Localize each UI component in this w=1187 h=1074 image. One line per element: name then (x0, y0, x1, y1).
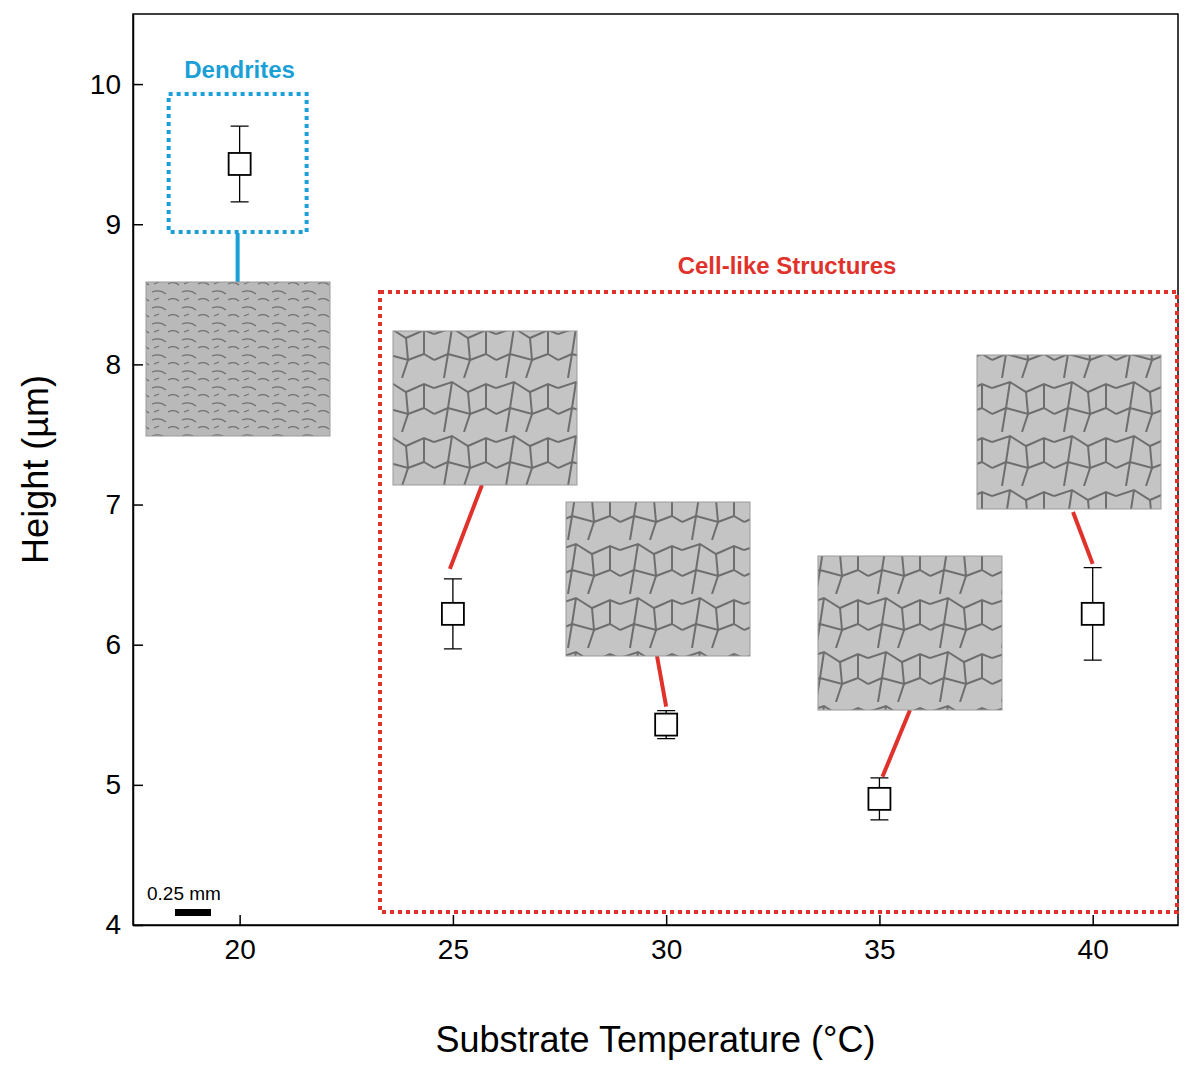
y-tick-label: 10 (90, 69, 121, 100)
y-axis: 4 5 6 7 8 9 10 (90, 15, 143, 941)
micrograph-inset (977, 355, 1161, 509)
y-tick-label: 7 (105, 489, 121, 520)
y-tick-label: 6 (105, 629, 121, 660)
plot-frame (133, 14, 1178, 925)
y-tick-mark (133, 785, 143, 787)
y-tick-mark (133, 504, 143, 506)
data-point (229, 153, 251, 175)
micrograph-inset (566, 502, 750, 656)
x-tick: 40 (1078, 915, 1109, 965)
y-tick-mark (133, 224, 143, 226)
micrograph-inset (393, 331, 577, 485)
x-tick: 25 (438, 915, 469, 965)
data-point (655, 714, 677, 736)
x-tick-mark (879, 915, 881, 925)
plot: 202530354045678910 (90, 14, 1179, 965)
x-tick-mark (666, 915, 668, 925)
x-tick-label: 40 (1078, 934, 1109, 965)
x-tick-label: 30 (651, 934, 682, 965)
y-tick-label: 8 (105, 349, 121, 380)
leader-line (657, 656, 666, 707)
data-point (1082, 603, 1104, 625)
y-tick: 7 (105, 489, 143, 520)
y-tick-label: 9 (105, 209, 121, 240)
x-tick-mark (1092, 915, 1094, 925)
y-axis-title: Height (µm) (15, 375, 56, 564)
y-axis-line (133, 15, 135, 926)
y-tick-mark (133, 925, 143, 927)
chart: 202530354045678910Substrate Temperature … (0, 0, 1187, 1074)
x-tick-mark (453, 915, 455, 925)
y-tick-mark (133, 644, 143, 646)
data-point (868, 788, 890, 810)
x-tick: 30 (651, 915, 682, 965)
y-tick: 4 (105, 909, 143, 940)
micrograph-inset (818, 556, 1002, 710)
x-axis-title: Substrate Temperature (°C) (436, 1019, 876, 1060)
y-tick-label: 5 (105, 769, 121, 800)
cells-box (380, 292, 1177, 912)
dendrites-box (169, 94, 307, 232)
cells-label: Cell-like Structures (678, 252, 897, 279)
micrograph-inset (146, 282, 330, 436)
x-axis: 20 25 30 35 40 (134, 915, 1179, 965)
y-tick: 6 (105, 629, 143, 660)
annotations: Dendrites Cell-like Structures 0.25 mm (146, 56, 1177, 916)
y-tick-mark (133, 84, 143, 86)
y-tick: 5 (105, 769, 143, 800)
y-tick-mark (133, 364, 143, 366)
y-tick-label: 4 (105, 909, 121, 940)
x-tick: 20 (225, 915, 256, 965)
y-tick: 8 (105, 349, 143, 380)
scale-bar-label: 0.25 mm (147, 883, 221, 904)
dendrites-label: Dendrites (184, 56, 295, 83)
leader-line (882, 710, 910, 777)
y-tick: 9 (105, 209, 143, 240)
data-point (442, 603, 464, 625)
leader-line (1073, 512, 1093, 564)
leader-line (236, 233, 240, 282)
x-tick-label: 20 (225, 934, 256, 965)
x-tick: 35 (864, 915, 895, 965)
x-axis-line (134, 925, 1179, 927)
x-tick-label: 25 (438, 934, 469, 965)
scale-bar (175, 909, 211, 916)
x-tick-mark (239, 915, 241, 925)
x-tick-label: 35 (864, 934, 895, 965)
data-marks (229, 126, 1104, 820)
y-tick: 10 (90, 69, 143, 100)
leader-line (450, 485, 482, 569)
